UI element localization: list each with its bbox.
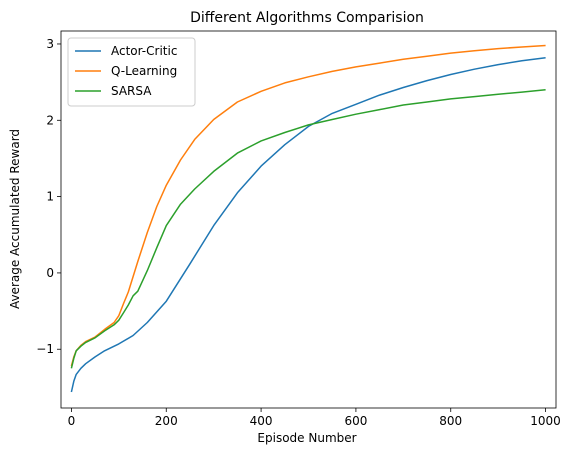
y-tick-label: 3 xyxy=(46,37,54,51)
y-tick-label: 2 xyxy=(46,113,54,127)
y-axis-label: Average Accumulated Reward xyxy=(8,129,22,309)
y-tick-label: 0 xyxy=(46,266,54,280)
legend-box xyxy=(67,37,196,107)
x-tick-label: 600 xyxy=(344,414,367,428)
y-axis: −1 0 1 2 3 xyxy=(36,37,61,356)
y-tick-label: −1 xyxy=(36,342,54,356)
legend-label: Actor-Critic xyxy=(111,44,177,58)
x-tick-label: 200 xyxy=(155,414,178,428)
x-tick-label: 800 xyxy=(439,414,462,428)
x-tick-label: 1000 xyxy=(530,414,561,428)
series-line-2 xyxy=(70,89,546,369)
x-tick-label: 0 xyxy=(68,414,76,428)
legend-label: SARSA xyxy=(111,84,152,98)
x-axis-label: Episode Number xyxy=(257,431,356,445)
x-tick-label: 400 xyxy=(250,414,273,428)
plot-frame xyxy=(60,30,557,409)
series-line-0 xyxy=(70,56,546,393)
legend: Actor-Critic Q-Learning SARSA xyxy=(67,37,196,107)
y-tick-label: 1 xyxy=(46,190,54,204)
plot-area xyxy=(70,44,546,393)
legend-label: Q-Learning xyxy=(111,64,177,78)
chart-title: Different Algorithms Comparision xyxy=(190,10,424,26)
x-axis: 0 200 400 600 800 1000 xyxy=(68,408,561,428)
